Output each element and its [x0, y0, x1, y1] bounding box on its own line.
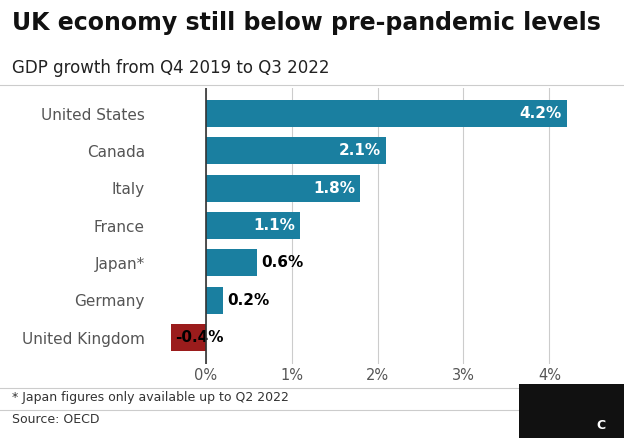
Text: GDP growth from Q4 2019 to Q3 2022: GDP growth from Q4 2019 to Q3 2022: [12, 59, 330, 77]
Text: 2.1%: 2.1%: [339, 143, 381, 159]
Text: B: B: [575, 419, 585, 432]
Bar: [206, 212, 300, 239]
Bar: [206, 100, 567, 127]
Text: 1.8%: 1.8%: [313, 181, 355, 196]
Bar: [206, 287, 223, 314]
Bar: [206, 175, 360, 201]
Text: -0.4%: -0.4%: [175, 330, 224, 345]
Text: * Japan figures only available up to Q2 2022: * Japan figures only available up to Q2 …: [12, 391, 290, 404]
Text: UK economy still below pre-pandemic levels: UK economy still below pre-pandemic leve…: [12, 11, 602, 35]
Bar: [171, 324, 206, 351]
Text: 0.2%: 0.2%: [227, 293, 270, 308]
Text: C: C: [597, 419, 605, 432]
Text: 1.1%: 1.1%: [253, 218, 295, 233]
Text: B: B: [553, 419, 563, 432]
Text: 4.2%: 4.2%: [519, 106, 562, 121]
Text: Source: OECD: Source: OECD: [12, 413, 100, 426]
Bar: [206, 138, 386, 164]
Bar: [206, 250, 257, 276]
Text: 0.6%: 0.6%: [261, 255, 304, 270]
